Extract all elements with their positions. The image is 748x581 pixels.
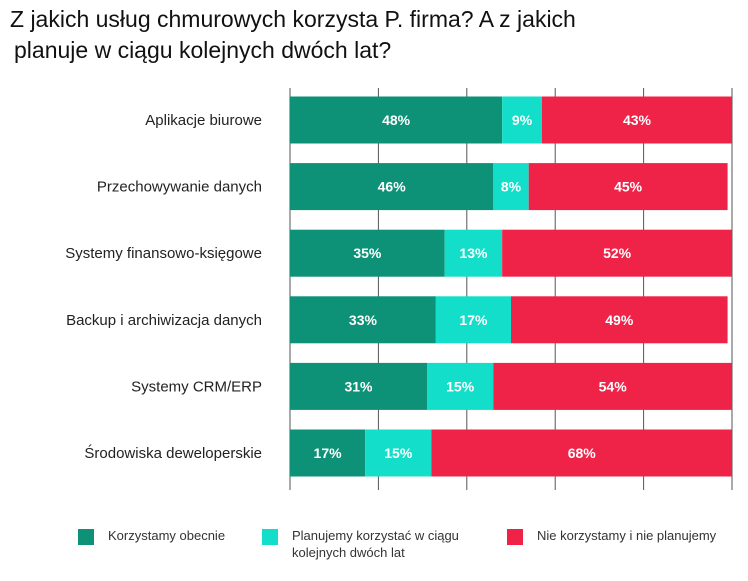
- category-label-2: Przechowywanie danych: [97, 179, 262, 196]
- bar-planned-6: [365, 429, 432, 477]
- data-label-current-6: 17%: [314, 445, 343, 461]
- data-label-planned-6: 15%: [384, 445, 413, 461]
- legend-item-current: Korzystamy obecnie: [78, 527, 225, 545]
- chart-title-line-1: Z jakich usług chmurowych korzysta P. fi…: [10, 6, 576, 32]
- legend-label-planned-line-2: kolejnych dwóch lat: [292, 545, 405, 560]
- bar-current-1: [290, 96, 503, 144]
- data-label-current-5: 31%: [344, 378, 373, 394]
- legend-swatch-current: [78, 529, 94, 545]
- bar-current-6: [290, 429, 366, 477]
- data-label-none-3: 52%: [603, 245, 632, 261]
- data-label-none-4: 49%: [605, 312, 634, 328]
- bar-none-2: [528, 163, 728, 211]
- chart-title-line-2: planuje w ciągu kolejnych dwóch lat?: [14, 37, 392, 63]
- category-label-4: Backup i archiwizacja danych: [66, 312, 262, 329]
- data-label-none-1: 43%: [623, 112, 652, 128]
- bar-current-3: [290, 229, 445, 277]
- bar-planned-4: [435, 296, 511, 344]
- category-label-6: Środowiska deweloperskie: [84, 444, 262, 462]
- data-label-current-3: 35%: [353, 245, 382, 261]
- data-label-none-5: 54%: [599, 378, 628, 394]
- data-label-planned-4: 17%: [459, 312, 488, 328]
- legend-label-planned-line-1: Planujemy korzystać w ciągu: [292, 528, 459, 543]
- bar-none-1: [541, 96, 732, 144]
- data-label-planned-5: 15%: [446, 378, 475, 394]
- bar-none-3: [502, 229, 732, 277]
- bar-current-5: [290, 362, 428, 410]
- bar-current-4: [290, 296, 436, 344]
- data-label-none-2: 45%: [614, 179, 643, 195]
- bar-current-2: [290, 163, 494, 211]
- legend-swatch-planned: [262, 529, 278, 545]
- bar-none-5: [493, 362, 732, 410]
- data-label-current-1: 48%: [382, 112, 411, 128]
- category-label-5: Systemy CRM/ERP: [131, 378, 262, 395]
- legend-item-none: Nie korzystamy i nie planujemy: [507, 527, 716, 545]
- legend-label-planned: Planujemy korzystać w ciągu kolejnych dw…: [292, 527, 459, 561]
- bar-none-6: [431, 429, 732, 477]
- data-label-current-2: 46%: [378, 179, 407, 195]
- legend-label-current: Korzystamy obecnie: [108, 528, 226, 543]
- data-label-planned-3: 13%: [459, 245, 488, 261]
- category-label-1: Aplikacje biurowe: [145, 112, 262, 129]
- chart-legend: Korzystamy obecnie Planujemy korzystać w…: [0, 527, 748, 572]
- data-label-planned-2: 8%: [501, 179, 522, 195]
- bar-planned-2: [493, 163, 529, 211]
- data-label-planned-1: 9%: [512, 112, 533, 128]
- chart-title: Z jakich usług chmurowych korzysta P. fi…: [10, 4, 740, 66]
- category-label-3: Systemy finansowo-księgowe: [65, 245, 262, 262]
- data-label-current-4: 33%: [349, 312, 378, 328]
- legend-item-planned: Planujemy korzystać w ciągu kolejnych dw…: [262, 527, 459, 561]
- bar-planned-3: [444, 229, 503, 277]
- bar-none-4: [511, 296, 728, 344]
- legend-swatch-none: [507, 529, 523, 545]
- bar-planned-5: [427, 362, 494, 410]
- data-label-none-6: 68%: [568, 445, 597, 461]
- bar-planned-1: [502, 96, 542, 144]
- legend-label-none: Nie korzystamy i nie planujemy: [537, 528, 717, 543]
